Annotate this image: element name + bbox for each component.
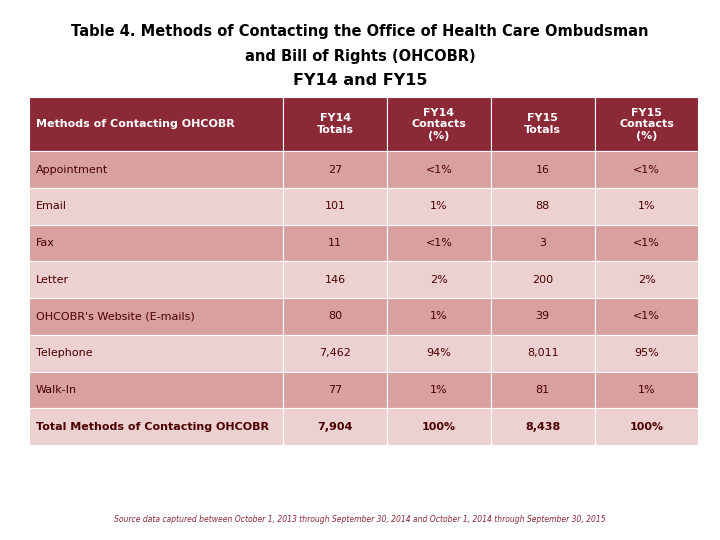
Text: 94%: 94% [426,348,451,358]
Text: 88: 88 [536,201,550,211]
Text: <1%: <1% [426,165,452,174]
Text: Methods of Contacting OHCOBR: Methods of Contacting OHCOBR [36,119,235,129]
Text: 100%: 100% [422,422,456,431]
Text: Total Methods of Contacting OHCOBR: Total Methods of Contacting OHCOBR [36,422,269,431]
Text: Letter: Letter [36,275,69,285]
Text: 7,462: 7,462 [319,348,351,358]
Text: Table 4. Methods of Contacting the Office of Health Care Ombudsman: Table 4. Methods of Contacting the Offic… [71,24,649,39]
Text: 8,011: 8,011 [527,348,559,358]
Text: 39: 39 [536,312,550,321]
Text: Walk-In: Walk-In [36,385,77,395]
Text: FY14
Contacts
(%): FY14 Contacts (%) [412,107,467,141]
Text: 100%: 100% [629,422,664,431]
Text: FY15
Totals: FY15 Totals [524,113,561,135]
Text: 7,904: 7,904 [318,422,353,431]
Text: 16: 16 [536,165,549,174]
Text: OHCOBR's Website (E-mails): OHCOBR's Website (E-mails) [36,312,194,321]
Text: 11: 11 [328,238,342,248]
Text: 8,438: 8,438 [525,422,560,431]
Text: 101: 101 [325,201,346,211]
Text: <1%: <1% [426,238,452,248]
Text: 2%: 2% [638,275,655,285]
Text: 2%: 2% [430,275,448,285]
Text: 27: 27 [328,165,342,174]
Text: 3: 3 [539,238,546,248]
Text: and Bill of Rights (OHCOBR): and Bill of Rights (OHCOBR) [245,49,475,64]
Text: FY15
Contacts
(%): FY15 Contacts (%) [619,107,674,141]
Text: <1%: <1% [633,165,660,174]
Text: 1%: 1% [430,312,448,321]
Text: 1%: 1% [430,385,448,395]
Text: 80: 80 [328,312,342,321]
Text: FY14
Totals: FY14 Totals [317,113,354,135]
Text: 1%: 1% [638,385,655,395]
Text: Appointment: Appointment [36,165,108,174]
Text: Telephone: Telephone [36,348,93,358]
Text: 77: 77 [328,385,342,395]
Text: FY14 and FY15: FY14 and FY15 [293,73,427,88]
Text: 1%: 1% [430,201,448,211]
Text: Fax: Fax [36,238,55,248]
Text: 200: 200 [532,275,553,285]
Text: 81: 81 [536,385,550,395]
Text: 146: 146 [325,275,346,285]
Text: Email: Email [36,201,67,211]
Text: 95%: 95% [634,348,659,358]
Text: 1%: 1% [638,201,655,211]
Text: <1%: <1% [633,238,660,248]
Text: Source data captured between October 1, 2013 through September 30, 2014 and Octo: Source data captured between October 1, … [114,515,606,524]
Text: <1%: <1% [633,312,660,321]
